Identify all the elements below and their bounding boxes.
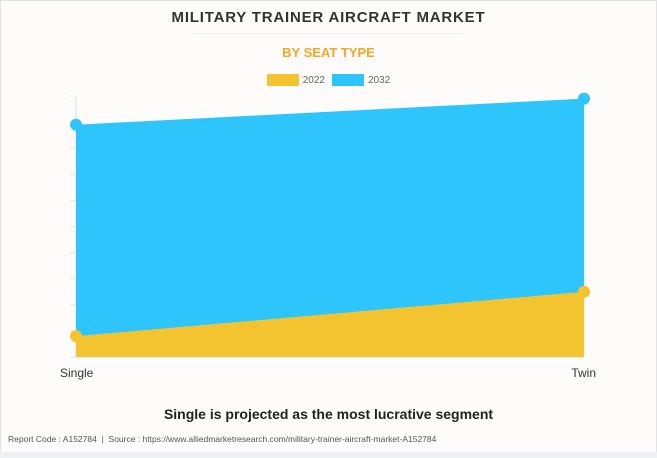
data-point-2032-single	[70, 118, 82, 131]
report-code: Report Code : A152784	[8, 434, 97, 444]
chart-subtitle: BY SEAT TYPE	[282, 45, 375, 60]
x-tick-label-twin: Twin	[571, 366, 596, 380]
legend-label-2032: 2032	[368, 74, 391, 86]
legend-swatch-2022	[266, 74, 299, 86]
data-point-2022-twin	[578, 285, 590, 298]
legend-item-2032[interactable]: 2032	[332, 74, 390, 86]
title-divider	[193, 33, 463, 34]
chart-title: MILITARY TRAINER AIRCRAFT MARKET	[171, 9, 486, 26]
legend: 2022 2032	[0, 74, 657, 86]
x-axis-labels: Single Twin	[60, 366, 596, 380]
legend-swatch-2032	[332, 74, 364, 86]
areas	[76, 98, 584, 358]
legend-label-2022: 2022	[302, 74, 325, 86]
area-series-2032	[76, 98, 584, 358]
data-point-2032-twin	[578, 92, 590, 105]
chart-headline: Single is projected as the most lucrativ…	[163, 406, 494, 422]
footer: Report Code : A152784 | Source : https:/…	[8, 434, 436, 444]
source-link[interactable]: Source : https://www.alliedmarketresearc…	[108, 434, 437, 444]
legend-item-2022[interactable]: 2022	[266, 74, 325, 86]
footer-separator: |	[101, 434, 104, 444]
x-tick-label-single: Single	[60, 366, 94, 380]
bottom-bar	[0, 452, 657, 458]
area-series-2022	[76, 291, 584, 357]
points	[70, 92, 590, 343]
data-point-2022-single	[70, 330, 82, 343]
